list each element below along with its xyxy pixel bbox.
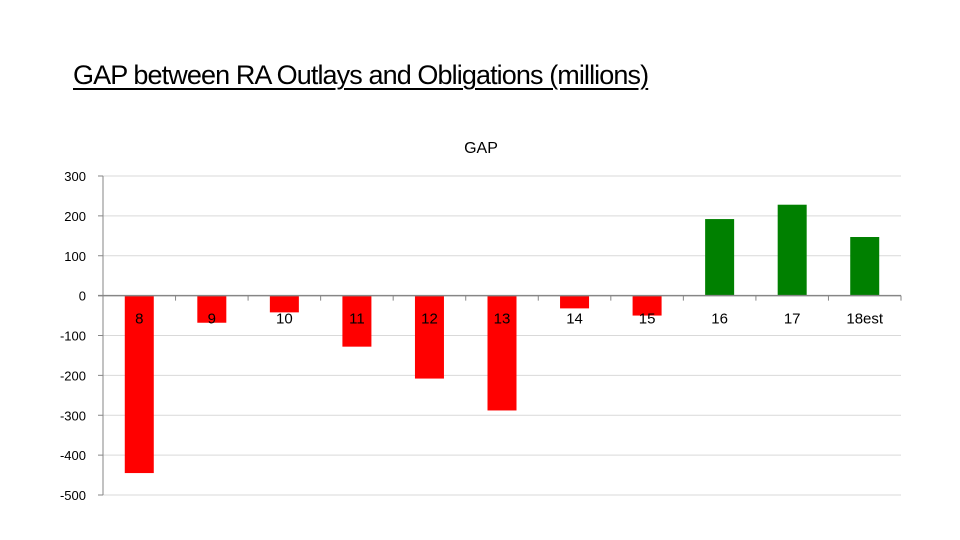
x-tick-label: 14 xyxy=(566,311,583,328)
x-axis-tick-labels: 8 9 10 11 12 13 14 15 16 17 18est xyxy=(135,311,884,328)
y-tick-label: -200 xyxy=(60,368,86,383)
bar xyxy=(850,237,880,296)
slide-title: GAP between RA Outlays and Obligations (… xyxy=(73,60,649,90)
gridlines xyxy=(103,175,901,496)
axes xyxy=(98,175,902,496)
bar xyxy=(269,295,299,313)
x-tick-label: 15 xyxy=(639,311,656,328)
bar xyxy=(197,295,227,323)
x-tick-label: 11 xyxy=(349,311,365,328)
x-tick-label: 18est xyxy=(846,311,884,328)
x-tick-label: 8 xyxy=(135,311,143,328)
bar xyxy=(705,219,735,296)
y-tick-label: 300 xyxy=(64,169,86,184)
bar xyxy=(487,295,517,411)
y-tick-label: -300 xyxy=(60,408,86,423)
y-tick-label: 100 xyxy=(64,249,86,264)
bar xyxy=(124,295,154,474)
x-tick-label: 12 xyxy=(421,311,438,328)
y-axis-tick-labels: 300 200 100 0 -100 -200 -300 -400 -500 xyxy=(60,169,86,503)
bar xyxy=(414,295,444,379)
bar xyxy=(560,295,590,309)
x-tick-label: 17 xyxy=(784,311,801,328)
y-tick-label: -100 xyxy=(60,329,86,344)
bars xyxy=(124,204,880,474)
y-tick-label: -500 xyxy=(60,488,86,503)
bar xyxy=(777,204,807,296)
x-tick-label: 13 xyxy=(494,311,511,328)
x-tick-label: 16 xyxy=(711,311,728,328)
x-tick-label: 9 xyxy=(208,311,216,328)
x-tick-label: 10 xyxy=(276,311,293,328)
y-tick-label: 0 xyxy=(79,289,86,304)
chart-title: GAP xyxy=(464,140,498,157)
y-tick-label: 200 xyxy=(64,209,86,224)
bar xyxy=(632,295,662,316)
bar xyxy=(342,295,372,347)
y-tick-label: -400 xyxy=(60,448,86,463)
